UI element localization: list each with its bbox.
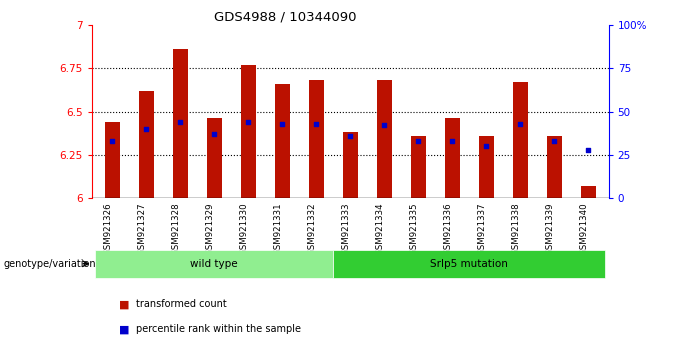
Text: GSM921339: GSM921339 <box>545 202 554 255</box>
Bar <box>173 49 188 198</box>
Bar <box>513 82 528 198</box>
Bar <box>309 80 324 198</box>
Point <box>549 138 560 144</box>
Point <box>175 119 186 125</box>
Point <box>243 119 254 125</box>
Point <box>515 121 526 126</box>
Bar <box>207 119 222 198</box>
Text: GDS4988 / 10344090: GDS4988 / 10344090 <box>214 11 357 24</box>
Point <box>481 143 492 149</box>
Text: wild type: wild type <box>190 259 238 269</box>
Text: GSM921326: GSM921326 <box>103 202 112 255</box>
Point <box>379 122 390 128</box>
Bar <box>445 119 460 198</box>
Text: transformed count: transformed count <box>136 299 226 309</box>
Bar <box>275 84 290 198</box>
Text: GSM921329: GSM921329 <box>205 202 214 255</box>
Text: GSM921328: GSM921328 <box>171 202 180 255</box>
Text: GSM921336: GSM921336 <box>443 202 452 255</box>
Text: GSM921331: GSM921331 <box>273 202 282 255</box>
Bar <box>105 122 120 198</box>
Bar <box>377 80 392 198</box>
Bar <box>581 186 596 198</box>
Text: percentile rank within the sample: percentile rank within the sample <box>136 324 301 334</box>
Text: GSM921340: GSM921340 <box>579 202 588 255</box>
Point <box>583 147 594 153</box>
Point <box>107 138 118 144</box>
Text: ■: ■ <box>119 299 129 309</box>
Text: genotype/variation: genotype/variation <box>3 259 96 269</box>
Text: GSM921333: GSM921333 <box>341 202 350 255</box>
Point <box>311 121 322 126</box>
Text: GSM921335: GSM921335 <box>409 202 418 255</box>
Text: GSM921334: GSM921334 <box>375 202 384 255</box>
Point <box>209 131 220 137</box>
Bar <box>479 136 494 198</box>
Text: GSM921327: GSM921327 <box>137 202 146 255</box>
Text: ■: ■ <box>119 324 129 334</box>
Bar <box>411 136 426 198</box>
FancyBboxPatch shape <box>333 250 605 278</box>
Point <box>141 126 152 132</box>
Text: GSM921330: GSM921330 <box>239 202 248 255</box>
FancyBboxPatch shape <box>95 250 333 278</box>
Bar <box>547 136 562 198</box>
Text: GSM921332: GSM921332 <box>307 202 316 255</box>
Text: GSM921338: GSM921338 <box>511 202 520 255</box>
Point <box>345 133 356 139</box>
Point <box>277 121 288 126</box>
Text: Srlp5 mutation: Srlp5 mutation <box>430 259 508 269</box>
Point <box>447 138 458 144</box>
Text: GSM921337: GSM921337 <box>477 202 486 255</box>
Point <box>413 138 424 144</box>
Bar <box>139 91 154 198</box>
Bar <box>241 65 256 198</box>
Bar <box>343 132 358 198</box>
